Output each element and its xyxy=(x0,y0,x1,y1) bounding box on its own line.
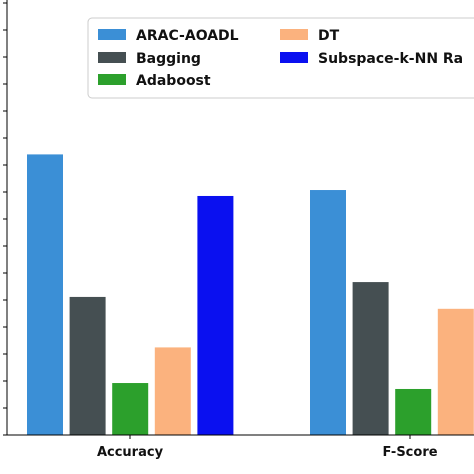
bar-subspace-k-nn-ra-accuracy xyxy=(197,195,234,435)
bar-adaboost-accuracy xyxy=(112,383,149,435)
legend-label-subspace-k-nn-ra: Subspace-k-NN Ra xyxy=(318,51,463,67)
legend-label-dt: DT xyxy=(318,28,340,44)
bar-adaboost-f-score xyxy=(395,388,432,435)
bar-arac-aoadl-accuracy xyxy=(27,154,63,436)
bar-bagging-f-score xyxy=(352,282,389,435)
x-tick-label: Accuracy xyxy=(97,445,164,460)
bar-arac-aoadl-f-score xyxy=(310,190,346,435)
legend-swatch-arac-aoadl xyxy=(98,29,126,40)
x-tick-labels: Accuracy F-Score xyxy=(97,435,438,460)
y-ticks xyxy=(3,2,7,436)
x-tick-label: F-Score xyxy=(382,445,437,460)
legend: ARAC-AOADL Bagging Adaboost DT Subspace-k-NN… xyxy=(87,17,474,99)
legend-swatch-dt xyxy=(280,29,308,40)
legend-label-arac-aoadl: ARAC-AOADL xyxy=(136,28,239,44)
bars xyxy=(27,154,474,436)
bar-bagging-accuracy xyxy=(69,296,106,435)
bar-dt-accuracy xyxy=(154,347,191,435)
legend-swatch-adaboost xyxy=(98,74,126,85)
legend-label-adaboost: Adaboost xyxy=(136,73,211,89)
legend-swatch-bagging xyxy=(98,52,126,63)
legend-label-bagging: Bagging xyxy=(136,51,201,67)
bar-dt-f-score xyxy=(437,308,474,435)
legend-swatch-subspace-k-nn-ra xyxy=(280,52,308,63)
